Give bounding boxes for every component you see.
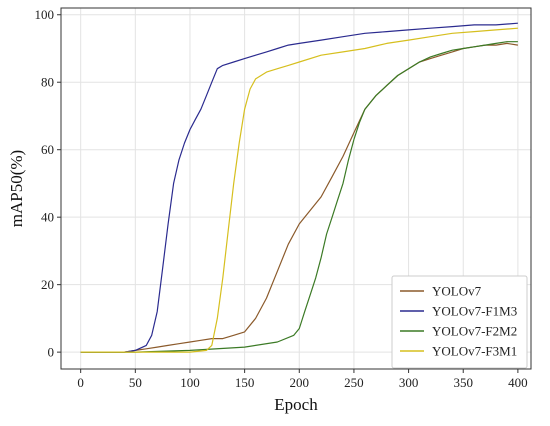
legend-label: YOLOv7-F1M3	[432, 304, 517, 319]
legend-label: YOLOv7-F3M1	[432, 344, 517, 359]
y-tick-label: 100	[35, 7, 55, 22]
x-tick-label: 300	[399, 375, 419, 390]
y-axis-label: mAP50(%)	[7, 150, 26, 227]
y-tick-label: 0	[48, 345, 55, 360]
x-tick-label: 150	[235, 375, 255, 390]
series-line-1	[80, 42, 518, 353]
legend-label: YOLOv7-F2M2	[432, 324, 517, 339]
x-tick-label: 100	[180, 375, 200, 390]
series-line-3	[80, 41, 518, 353]
x-axis-label: Epoch	[274, 395, 318, 414]
y-tick-label: 80	[41, 75, 54, 90]
y-tick-label: 20	[41, 277, 54, 292]
series-layer	[80, 22, 518, 353]
x-tick-label: 0	[77, 375, 84, 390]
grid-lines	[61, 8, 531, 369]
y-tick-label: 40	[41, 210, 54, 225]
series-line-2	[80, 22, 518, 353]
x-tick-label: 250	[344, 375, 364, 390]
x-tick-label: 350	[453, 375, 473, 390]
y-tick-label: 60	[41, 142, 54, 157]
legend: YOLOv7 YOLOv7-F1M3 YOLOv7-F2M2 YOLOv7-F3M1	[391, 275, 528, 369]
x-tick-label: 50	[129, 375, 142, 390]
legend-box	[391, 275, 528, 369]
series-line-4	[80, 27, 518, 353]
x-axis-ticks: 0 50 100 150 200 250 300 350 400	[77, 369, 528, 390]
y-axis-ticks: 0 20 40 60 80 100	[35, 7, 61, 360]
legend-label: YOLOv7	[432, 284, 482, 299]
x-tick-label: 400	[508, 375, 528, 390]
x-tick-label: 200	[290, 375, 310, 390]
plot-frame	[60, 7, 532, 370]
